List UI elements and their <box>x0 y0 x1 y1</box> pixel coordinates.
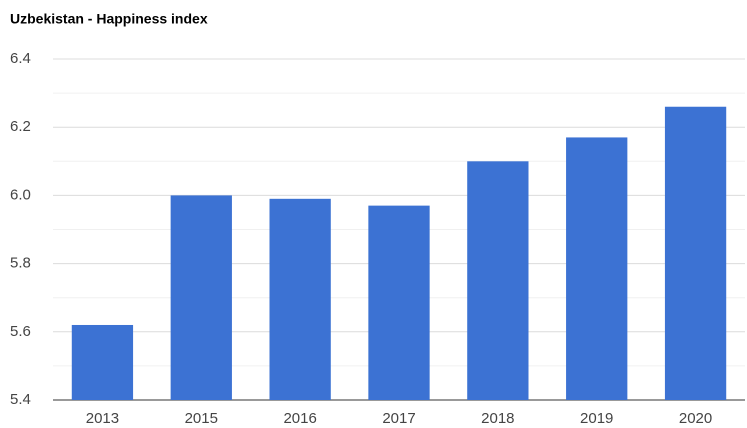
x-tick-label: 2015 <box>185 410 218 427</box>
y-tick-label: 5.4 <box>10 391 31 408</box>
bar <box>269 198 331 400</box>
bar <box>71 324 134 400</box>
bar <box>170 195 232 400</box>
x-tick-label: 2013 <box>86 410 119 427</box>
chart-title: Uzbekistan - Happiness index <box>10 11 208 27</box>
x-tick-label: 2018 <box>481 410 514 427</box>
x-tick-label: 2019 <box>580 410 613 427</box>
y-tick-label: 5.8 <box>10 255 31 272</box>
bar <box>467 161 529 400</box>
y-tick-label: 6.4 <box>10 50 31 67</box>
bar <box>566 137 628 400</box>
y-tick-label: 5.6 <box>10 323 31 340</box>
x-tick-label: 2020 <box>679 410 712 427</box>
bar <box>664 106 727 401</box>
y-tick-label: 6.2 <box>10 118 31 135</box>
y-tick-label: 6.0 <box>10 186 31 203</box>
x-tick-label: 2016 <box>283 410 316 427</box>
x-tick-label: 2017 <box>382 410 415 427</box>
bar <box>368 205 430 400</box>
